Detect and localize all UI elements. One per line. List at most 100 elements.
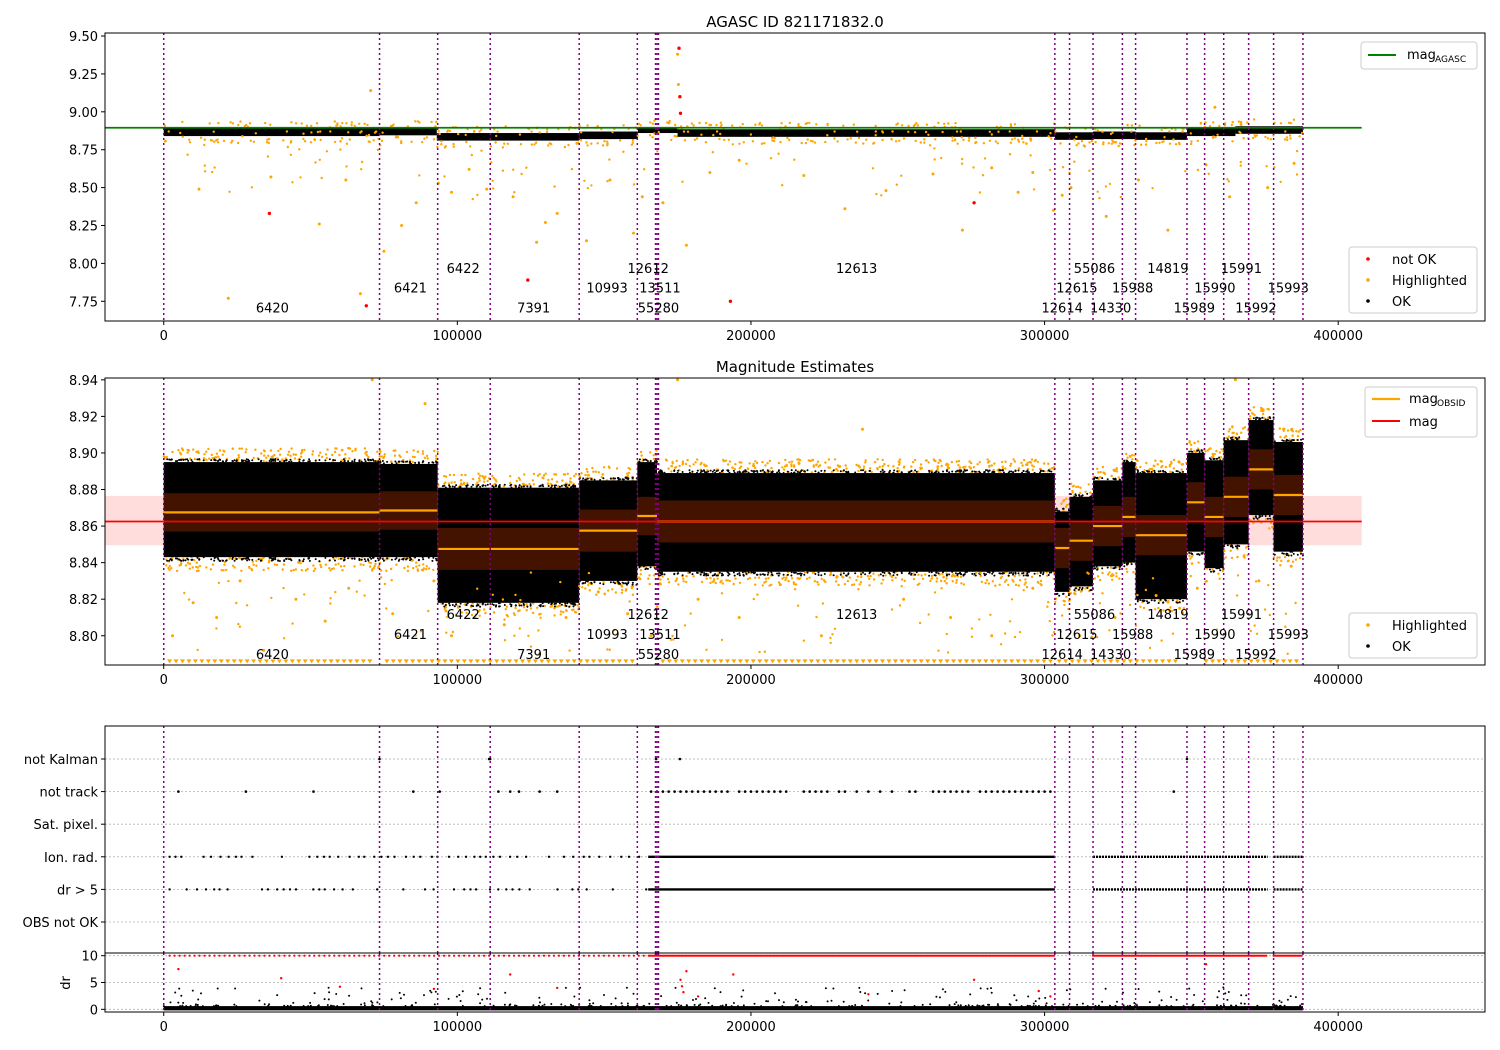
highlighted-point <box>853 583 856 586</box>
ok-point <box>1101 477 1104 480</box>
highlighted-point <box>179 563 182 567</box>
clipped-highlighted-marker <box>423 659 429 664</box>
highlighted-point <box>1227 435 1231 438</box>
highlighted-point <box>1099 578 1102 582</box>
ok-point <box>422 460 425 463</box>
ok-point <box>1001 469 1004 472</box>
highlighted-point <box>622 124 625 127</box>
highlighted-point <box>555 211 559 215</box>
highlighted-point <box>289 454 292 457</box>
ok-point <box>617 478 620 481</box>
highlighted-point <box>203 164 206 167</box>
ok-point <box>381 460 384 462</box>
ok-point <box>718 571 721 574</box>
highlighted-point <box>281 568 284 571</box>
obsid-label: 15988 <box>1112 282 1153 297</box>
highlighted-point <box>804 571 807 574</box>
highlighted-point <box>782 576 785 579</box>
highlighted-point <box>1253 413 1256 417</box>
highlighted-point <box>363 447 367 450</box>
dr-ok-point <box>888 1002 891 1005</box>
highlighted-point <box>192 448 195 451</box>
highlighted-point <box>845 467 848 470</box>
dr-ok-point <box>996 1003 999 1006</box>
ok-point <box>1153 471 1156 474</box>
highlighted-point <box>1072 484 1076 487</box>
ok-point <box>1047 574 1050 576</box>
highlighted-point <box>193 457 197 461</box>
clipped-highlighted-marker <box>354 659 360 664</box>
x-tick-label: 300000 <box>1020 673 1070 688</box>
highlighted-point <box>1220 448 1223 451</box>
ok-point <box>475 604 478 607</box>
highlighted-point <box>715 123 718 127</box>
highlighted-point <box>878 465 881 469</box>
highlighted-point <box>960 136 964 139</box>
clipped-highlighted-marker <box>679 659 685 664</box>
highlighted-point <box>596 124 599 128</box>
dr-ok-point <box>200 992 202 995</box>
flag-category-label: not Kalman <box>24 753 98 768</box>
clipped-highlighted-marker <box>410 659 416 664</box>
flag-point <box>611 888 614 891</box>
ok-point <box>572 605 575 608</box>
highlighted-point <box>784 578 787 582</box>
ok-point <box>1039 574 1041 577</box>
ok-point <box>1190 552 1193 555</box>
highlighted-point <box>218 449 222 452</box>
dr-not-ok-point <box>233 954 236 957</box>
highlighted-point <box>1155 141 1158 145</box>
highlighted-point <box>411 460 414 464</box>
ok-point <box>776 572 779 575</box>
ok-point <box>1050 470 1053 473</box>
ok-point <box>340 460 342 463</box>
highlighted-point <box>494 141 497 144</box>
highlighted-point <box>1254 580 1258 583</box>
axes-frame <box>104 377 1486 666</box>
highlighted-point <box>415 565 418 568</box>
ok-point <box>324 556 327 559</box>
ok-point <box>1290 554 1293 557</box>
highlighted-point <box>1151 577 1155 580</box>
highlighted-point <box>652 574 656 577</box>
highlighted-point <box>857 469 860 473</box>
dr-ok-point <box>1235 1004 1238 1007</box>
highlighted-point <box>852 123 855 126</box>
flag-point <box>755 790 759 793</box>
ok-point <box>298 559 301 562</box>
highlighted-point <box>1239 160 1243 164</box>
highlighted-point <box>255 559 258 563</box>
highlighted-point <box>768 584 771 587</box>
ok-point <box>283 459 286 462</box>
highlighted-point <box>514 606 517 610</box>
not-ok-point <box>972 201 976 205</box>
highlighted-point <box>670 464 673 468</box>
highlighted-point <box>304 569 308 572</box>
highlighted-point <box>395 563 398 566</box>
highlighted-point <box>171 450 174 454</box>
highlighted-point <box>316 130 320 134</box>
dr-ok-point <box>944 990 947 993</box>
ok-point <box>661 471 664 474</box>
not-ok-point <box>526 278 530 282</box>
highlighted-point <box>677 583 680 586</box>
dr-ok-point <box>382 1005 385 1008</box>
highlighted-point <box>299 176 302 179</box>
highlighted-point <box>881 465 884 468</box>
highlighted-point <box>951 139 954 142</box>
dr-ok-point <box>1062 1003 1065 1006</box>
highlighted-point <box>1024 578 1027 581</box>
flag-point <box>452 888 456 891</box>
highlighted-point <box>503 142 506 145</box>
highlighted-point <box>457 132 460 136</box>
dr-ok-point <box>621 1005 624 1008</box>
highlighted-point <box>1264 518 1268 521</box>
ok-point <box>709 571 712 573</box>
highlighted-point <box>988 139 992 142</box>
flag-point <box>423 888 427 891</box>
highlighted-point <box>1178 142 1181 146</box>
ok-point <box>796 470 799 473</box>
highlighted-point <box>766 462 769 465</box>
flag-point <box>937 790 941 793</box>
highlighted-point <box>686 458 689 462</box>
